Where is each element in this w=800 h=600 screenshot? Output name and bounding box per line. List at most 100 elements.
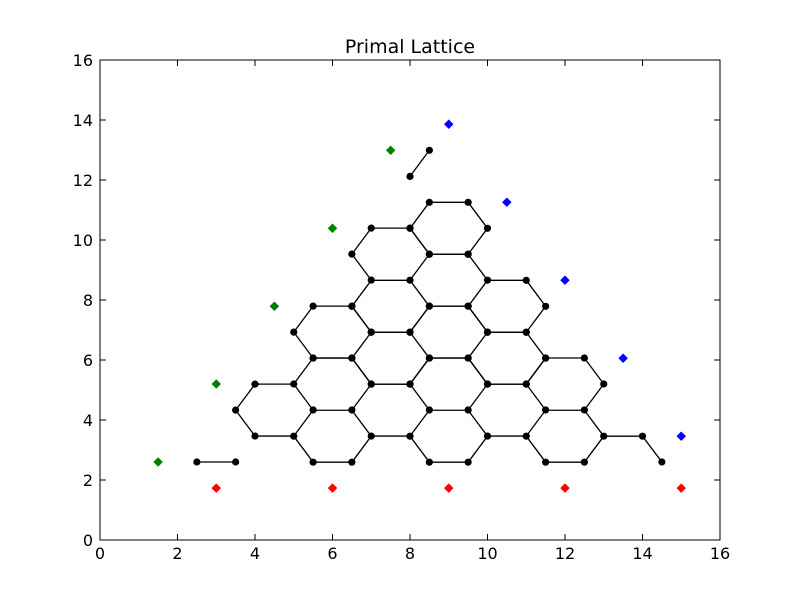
lattice-node-3 [232, 406, 240, 414]
x-tick-label-8: 16 [710, 544, 730, 563]
lattice-node-47 [290, 328, 298, 336]
x-tick-label-3: 6 [327, 544, 337, 563]
y-tick-label-8: 16 [73, 51, 93, 70]
lattice-node-5 [290, 432, 298, 440]
lattice-node-52 [348, 302, 356, 310]
lattice-node-50 [406, 276, 414, 284]
lattice-node-14 [483, 432, 492, 440]
series-1-point-0 [443, 119, 454, 130]
lattice-node-44 [542, 354, 550, 362]
lattice-node-22 [600, 432, 608, 440]
lattice-node-23 [580, 406, 588, 414]
lattice-edge-11 [409, 383, 430, 411]
y-tick-label-6: 12 [73, 171, 93, 190]
x-tick-label-1: 2 [172, 544, 182, 563]
lattice-node-60 [464, 302, 472, 310]
lattice-node-41 [522, 380, 530, 388]
lattice-edge-5 [293, 409, 314, 437]
lattice-edge-60 [351, 279, 372, 307]
series-2-point-3 [560, 483, 570, 493]
lattice-edge-21 [525, 383, 547, 411]
lattice-edge-51 [525, 357, 547, 385]
lattice-node-46 [309, 302, 317, 310]
lattice-edge-6 [351, 409, 372, 437]
lattice-edge-42 [409, 357, 430, 385]
lattice-node-72 [425, 250, 433, 258]
lattice-edge-77 [351, 253, 372, 281]
series-0-point-3 [327, 223, 338, 234]
lattice-node-68 [483, 224, 492, 232]
y-tick-label-4: 8 [83, 291, 93, 310]
lattice-node-31 [348, 354, 356, 362]
series-0-point-2 [269, 301, 280, 312]
lattice-node-17 [464, 458, 472, 466]
lattice-edge-76 [351, 227, 372, 255]
lattice-edge-37 [351, 357, 372, 385]
lattice-edge-26 [583, 409, 605, 437]
lattice-node-43 [580, 354, 588, 362]
lattice-node-78 [406, 172, 414, 180]
series-2-point-4 [676, 483, 687, 493]
lattice-node-70 [425, 198, 433, 206]
lattice-node-66 [348, 250, 356, 258]
lattice-edge-10 [351, 435, 372, 463]
lattice-edge-66 [409, 305, 430, 333]
lattice-node-13 [406, 432, 414, 440]
lattice-node-76 [638, 432, 647, 440]
lattice-node-77 [658, 458, 666, 466]
lattice-edge-28 [525, 435, 547, 463]
series-1-point-1 [502, 197, 512, 208]
lattice-edge-52 [583, 383, 605, 411]
lattice-node-59 [483, 276, 492, 284]
lattice-edge-18 [409, 435, 430, 463]
lattice-edge-16 [467, 409, 489, 437]
lattice-node-18 [542, 406, 550, 414]
y-tick-label-3: 6 [83, 351, 93, 370]
lattice-node-74 [193, 458, 201, 466]
lattice-edge-71 [467, 305, 489, 333]
lattice-edge-3 [235, 409, 256, 437]
lattice-edge-25 [525, 409, 547, 437]
x-tick-label-5: 10 [477, 544, 497, 563]
lattice-edge-34 [409, 331, 430, 359]
lattice-node-32 [367, 380, 375, 388]
lattice-node-1 [290, 380, 298, 388]
lattice-edge-23 [467, 383, 489, 411]
lattice-edge-45 [467, 331, 489, 359]
lattice-edge-70 [467, 279, 489, 307]
x-axis-ticks: 0 2 4 6 8 10 12 14 16 [95, 60, 730, 563]
lattice-edge-49 [583, 357, 605, 385]
x-tick-label-2: 4 [250, 544, 260, 563]
lattice-node-48 [309, 354, 317, 362]
lattice-node-61 [483, 328, 492, 336]
series-0-point-1 [211, 379, 222, 389]
lattice-node-40 [483, 380, 492, 388]
chart-title: Primal Lattice [345, 36, 475, 58]
x-tick-label-7: 14 [632, 544, 652, 563]
lattice-node-51 [367, 276, 375, 284]
boundary-markers [153, 119, 687, 493]
lattice-node-6 [367, 432, 375, 440]
lattice-node-71 [406, 224, 414, 232]
lattice-edge-30 [583, 435, 605, 463]
lattice-node-54 [406, 328, 414, 336]
lattice-edge-8 [293, 435, 314, 463]
lattice-edge-0 [293, 383, 314, 411]
y-tick-label-0: 0 [83, 531, 93, 550]
series-0-point-4 [385, 145, 396, 156]
x-tick-label-6: 12 [555, 544, 575, 563]
lattice-node-69 [464, 198, 472, 206]
lattice-edge-58 [409, 279, 430, 307]
y-tick-label-5: 10 [73, 231, 93, 250]
y-tick-label-1: 2 [83, 471, 93, 490]
series-2-point-1 [327, 483, 338, 493]
lattice-edge-33 [293, 357, 314, 385]
lattice-node-53 [367, 328, 375, 336]
x-tick-label-0: 0 [95, 544, 105, 563]
lattice-node-7 [348, 406, 356, 414]
lattice-edge-87 [467, 227, 489, 255]
lattice-node-10 [425, 406, 433, 414]
lattice-node-24 [542, 458, 550, 466]
